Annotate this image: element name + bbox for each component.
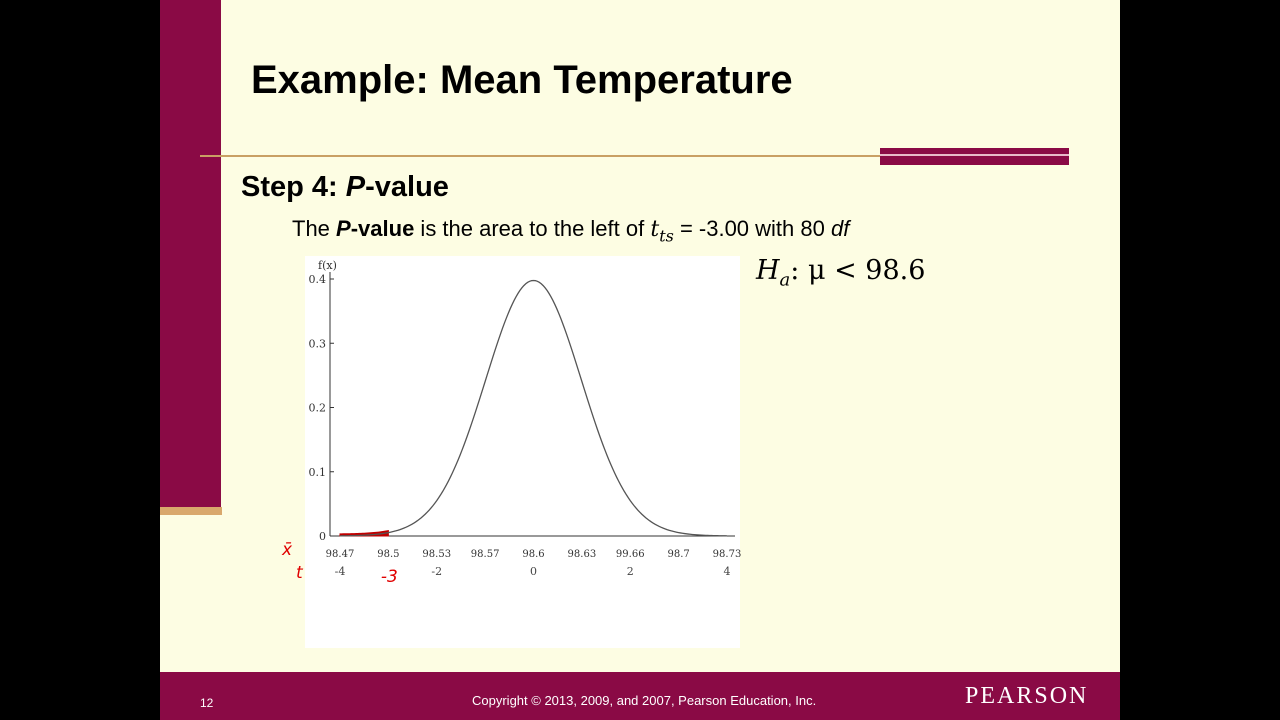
p-value-sentence: The P-value is the area to the left of t… [292,216,849,245]
page-number: 12 [200,696,214,710]
x-tick-label-t: -4 [335,565,346,578]
t-symbol: t [650,217,660,242]
x-tick-label-temperature: 98.47 [326,549,355,560]
x-tick-label-temperature: 98.6 [522,549,544,560]
copyright-text: Copyright © 2013, 2009, and 2007, Pearso… [472,693,817,708]
t-distribution-chart: f(x) 0 0.1 0.2 0.3 0.4 98.47 98.5 98.53 98.57 98.… [281,259,742,587]
left-bar-accent-stripe [160,507,222,515]
x-tick-label-temperature: 98.53 [422,549,451,560]
x-tick-label-temperature: 98.7 [667,549,689,560]
ha-subscript: a [779,269,791,291]
alternative-hypothesis: Ha: μ < 98.6 [756,255,925,290]
handwritten-annotations: x̄t -3 [281,540,398,587]
left-accent-bar [160,0,221,510]
x-tick-label-t: -2 [431,565,442,578]
x-tick-label-temperature: 98.63 [568,549,597,560]
y-tick-label: 0.2 [309,402,327,415]
step-suffix: -value [365,171,449,203]
x-tick-label-temperature: 99.66 [616,549,645,560]
density-curve [339,279,728,537]
x-tick-label-temperature: 98.73 [713,549,742,560]
chart-background [305,256,740,648]
annotation-xbar: x̄ [281,540,293,560]
chart-ticks: 0 0.1 0.2 0.3 0.4 98.47 98.5 98.53 98.57 98.6 98.6… [309,273,742,578]
y-tick-label: 0.3 [309,337,327,350]
x-tick-label-temperature: 98.5 [377,549,399,560]
sentence-mid: is the area to the left of [414,216,651,241]
title-divider-accent [880,148,1069,165]
sentence-start: The [292,216,337,241]
ha-symbol: H [756,255,780,286]
sentence-bold-rest: -value [350,216,415,241]
footer-bar: 12 Copyright © 2013, 2009, and 2007, Pea… [160,672,1120,720]
pearson-logo: PEARSON [965,683,1089,709]
y-axis-label: f(x) [318,259,337,272]
step-prefix: Step 4: [241,171,346,203]
x-tick-label-t: 2 [627,565,634,578]
sentence-bold: P-value [336,216,414,241]
annotation-t: t [296,563,304,583]
y-tick-label: 0.4 [309,273,327,286]
x-tick-label-t: 4 [724,565,731,578]
sentence-bold-p: P [336,216,351,241]
title-divider [200,155,880,157]
x-tick-label-t: 0 [530,565,537,578]
t-statistic-symbol: tts [650,217,674,246]
chart-axes: f(x) [318,259,735,537]
sentence-end: = -3.00 with 80 [673,216,831,241]
step-heading: Step 4: P-value [241,171,449,204]
slide: Example: Mean Temperature Step 4: P-valu… [160,0,1120,720]
t-subscript: ts [659,226,674,246]
df-label: df [830,216,850,241]
step-p: P [345,171,366,203]
slide-title: Example: Mean Temperature [251,58,793,102]
x-tick-label-temperature: 98.57 [471,549,500,560]
annotation-minus-three: -3 [381,567,398,587]
y-tick-label: 0.1 [309,466,327,479]
ha-rest: : μ < 98.6 [790,255,926,286]
y-tick-label: 0 [319,530,326,543]
